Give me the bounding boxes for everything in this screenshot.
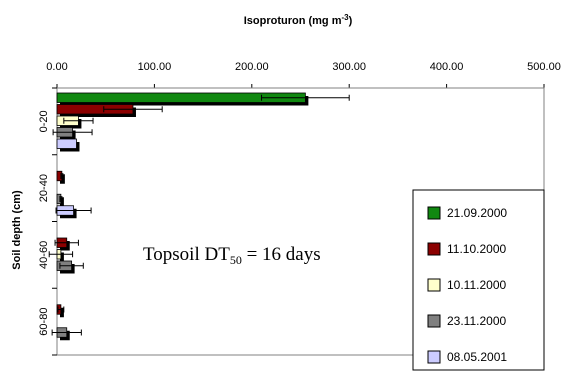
legend-swatch-2 (427, 278, 441, 292)
bar-shadow-2-2 (60, 252, 64, 262)
bar-shadow-1-3 (60, 307, 64, 318)
legend-label-1: 11.10.2000 (447, 242, 506, 256)
chart-title-tail: ) (349, 15, 353, 27)
annotation-sub: 50 (230, 253, 242, 267)
bars-layer (48, 92, 350, 341)
legend-swatch-3 (427, 314, 441, 328)
legend-label-3: 23.11.2000 (447, 314, 506, 328)
x-tick-label-5: 500.00 (527, 61, 561, 73)
y-axis-title: Soil depth (cm) (11, 190, 23, 270)
y-axis-categories: 0-20 20-40 40-60 60-80 (38, 87, 57, 356)
annotation-prefix: Topsoil DT (143, 244, 230, 265)
annotation-suffix: = 16 days (242, 244, 321, 265)
y-category-label-3: 60-80 (38, 308, 50, 336)
bar-4-0 (56, 138, 77, 149)
x-tick-label-3: 300.00 (332, 61, 366, 73)
legend-label-2: 10.11.2000 (447, 278, 506, 292)
y-category-label-1: 20-40 (38, 174, 50, 202)
chart-title: Isoproturon (mg m-3) (244, 13, 353, 27)
legend-swatch-4 (427, 350, 441, 364)
chart-title-sup: -3 (341, 13, 349, 22)
y-category-label-2: 40-60 (38, 241, 50, 269)
legend-swatch-0 (427, 206, 441, 220)
x-axis-ticks: 0.00 100.00 200.00 300.00 400.00 500.00 (46, 61, 561, 88)
x-tick-label-4: 400.00 (430, 61, 464, 73)
x-tick-label-0: 0.00 (46, 61, 67, 73)
chart-title-base: Isoproturon (mg m (244, 15, 342, 27)
x-tick-label-1: 100.00 (138, 61, 172, 73)
dt50-annotation: Topsoil DT50 = 16 days (143, 244, 321, 267)
legend-label-4: 08.05.2001 (447, 350, 507, 364)
x-tick-label-2: 200.00 (235, 61, 269, 73)
legend-label-0: 21.09.2000 (447, 206, 507, 220)
legend: 21.09.2000 11.10.2000 10.11.2000 23.11.2000… (412, 189, 545, 371)
y-category-label-0: 0-20 (38, 110, 50, 132)
legend-swatch-1 (427, 242, 441, 256)
